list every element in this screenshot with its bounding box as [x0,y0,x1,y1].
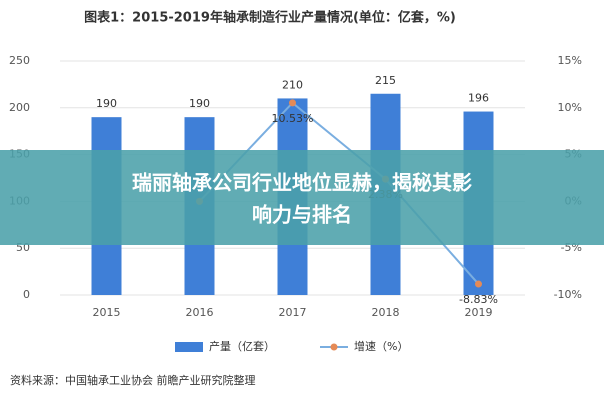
banner-title: 响力与排名 [252,203,352,227]
chart-title: 图表1：2015-2019年轴承制造行业产量情况(单位：亿套，%) [84,10,456,26]
y2-tick-label: 10% [558,101,582,114]
line-marker [289,99,296,107]
y-tick-label: 0 [23,288,30,301]
x-tick-label: 2015 [93,306,121,319]
banner-title: 瑞丽轴承公司行业地位显赫，揭秘其影 [132,171,472,195]
value-label: 196 [468,92,489,105]
line-marker [475,280,482,288]
value-label: 215 [375,74,396,87]
legend-swatch [175,342,203,352]
value-label: 190 [96,97,117,110]
value-label: 190 [189,97,210,110]
legend-swatch [330,343,338,351]
x-tick-label: 2016 [186,306,214,319]
y2-tick-label: 15% [558,54,582,67]
value-label: 210 [282,78,303,91]
legend-label: 产量（亿套） [209,339,275,353]
source: 资料来源：中国轴承工业协会 前瞻产业研究院整理 [10,373,256,387]
x-tick-label: 2018 [372,306,400,319]
y-tick-label: 250 [9,54,30,67]
x-tick-label: 2017 [279,306,307,319]
y-tick-label: 200 [9,101,30,114]
y2-tick-label: -10% [554,288,582,301]
banner [0,150,604,245]
value-label: 10.53% [272,112,314,125]
value-label: -8.83% [459,293,498,306]
legend-label: 增速（%） [354,339,408,353]
x-tick-label: 2019 [465,306,493,319]
